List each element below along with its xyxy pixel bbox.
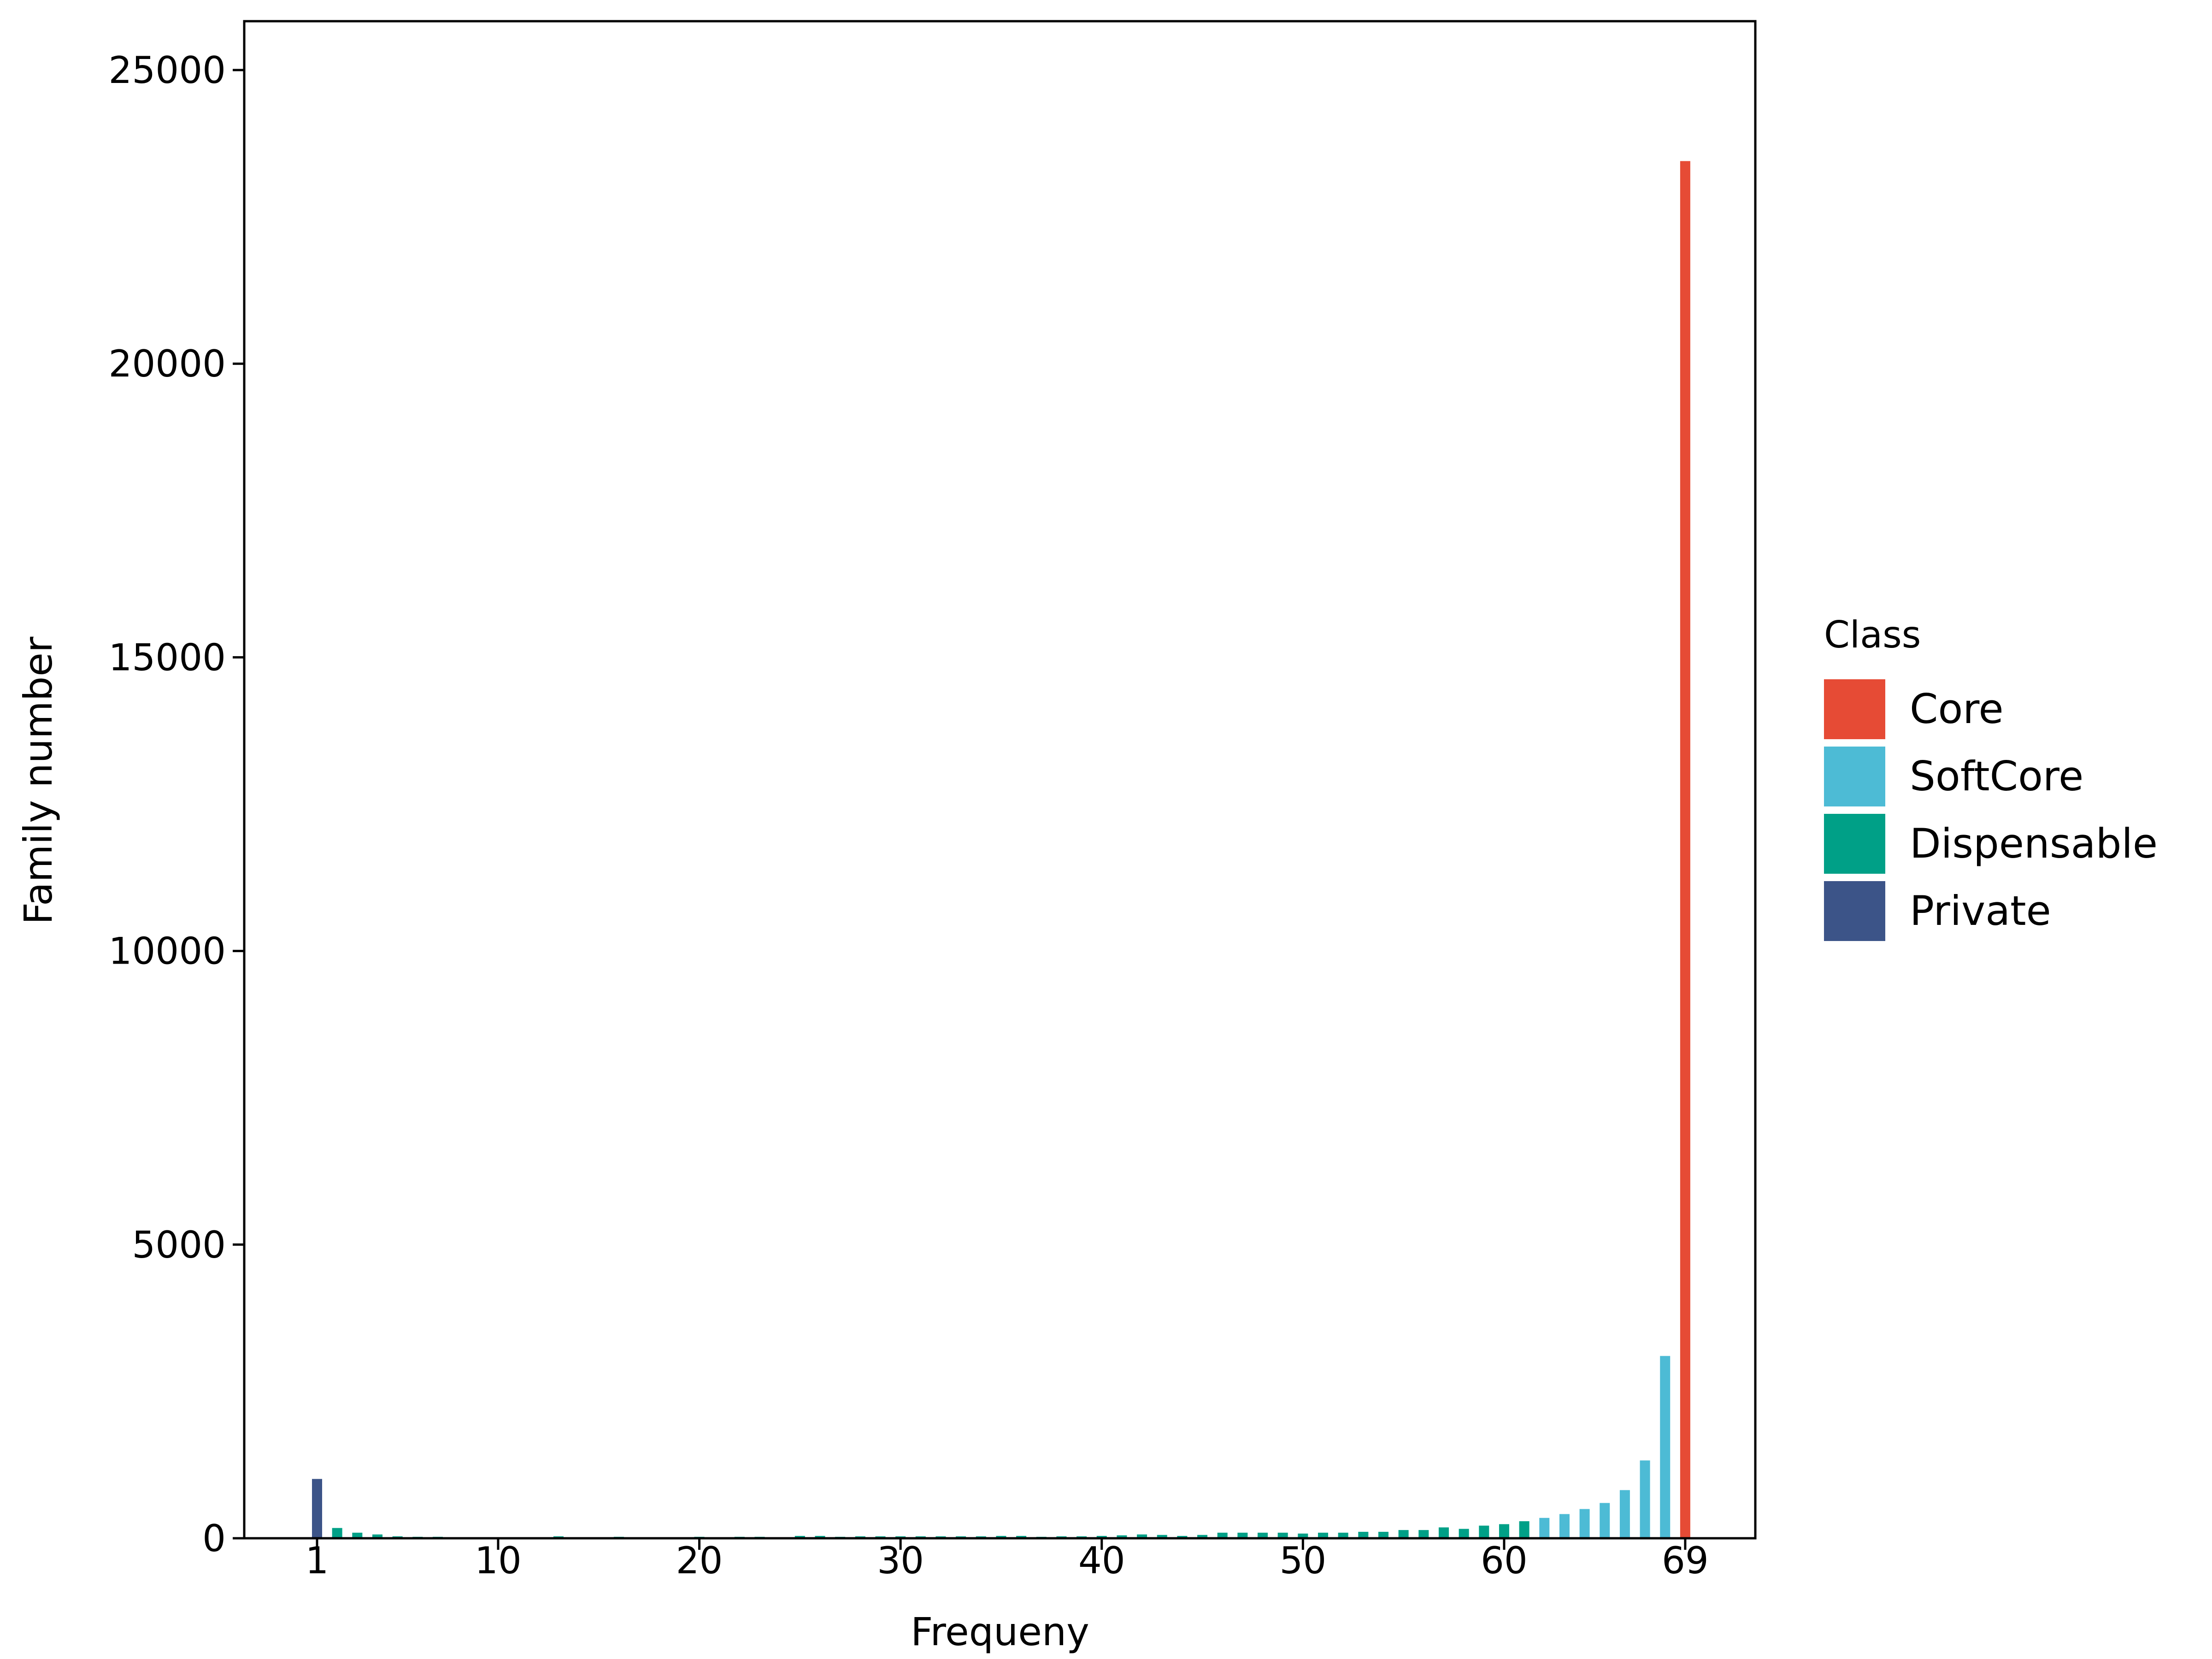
x-axis: 1 10 20 30 40 50 60 69: [306, 1538, 1709, 1582]
legend-key-dispensable: [1824, 814, 1885, 874]
x-tick-label: 30: [877, 1539, 924, 1582]
bar-44: [1177, 1535, 1188, 1538]
y-axis: 0 5000 10000 15000 20000 25000: [109, 49, 244, 1560]
bar-52: [1338, 1532, 1348, 1538]
bar-55: [1398, 1530, 1409, 1538]
bar-50: [1298, 1533, 1308, 1538]
bar-40: [1096, 1535, 1107, 1538]
legend-label: Private: [1910, 887, 2051, 935]
y-tick-label: 20000: [109, 342, 226, 385]
bar-61: [1519, 1521, 1530, 1538]
bar-66: [1619, 1490, 1630, 1538]
bar-68: [1660, 1356, 1671, 1538]
legend: Class Core SoftCore Dispensable Private: [1824, 613, 2158, 941]
x-tick-label: 69: [1662, 1539, 1709, 1582]
y-tick-label: 15000: [109, 636, 226, 679]
y-axis-title: Family number: [16, 636, 61, 924]
y-tick-label: 25000: [109, 49, 226, 92]
x-tick-label: 20: [676, 1539, 723, 1582]
legend-label: Dispensable: [1910, 820, 2158, 867]
bar-35: [996, 1535, 1006, 1538]
bar-3: [352, 1532, 363, 1538]
bar-47: [1237, 1532, 1248, 1538]
bar-41: [1117, 1535, 1127, 1538]
bar-57: [1438, 1527, 1449, 1538]
bar-63: [1559, 1514, 1570, 1538]
bar-25: [794, 1535, 805, 1538]
bar-36: [1016, 1535, 1027, 1538]
bar-56: [1418, 1530, 1429, 1538]
bar-59: [1479, 1525, 1489, 1538]
bar-45: [1197, 1535, 1208, 1538]
bar-4: [372, 1534, 382, 1538]
x-tick-label: 60: [1481, 1539, 1528, 1582]
bar-62: [1539, 1518, 1550, 1538]
bar-1: [312, 1479, 322, 1538]
x-tick-label: 40: [1078, 1539, 1125, 1582]
legend-label: Core: [1910, 685, 2004, 733]
bar-51: [1318, 1532, 1328, 1538]
bar-60: [1499, 1524, 1509, 1538]
legend-key-softcore: [1824, 747, 1885, 806]
bar-67: [1640, 1460, 1650, 1538]
plot-frame: [243, 20, 1757, 1540]
bar-64: [1579, 1509, 1590, 1538]
x-axis-title: Frequeny: [911, 1609, 1089, 1654]
legend-label: SoftCore: [1910, 753, 2083, 800]
legend-key-core: [1824, 679, 1885, 739]
bar-26: [815, 1535, 825, 1538]
y-tick-label: 5000: [132, 1224, 226, 1266]
bar-42: [1137, 1534, 1147, 1538]
bar-48: [1258, 1532, 1268, 1538]
bar-58: [1459, 1529, 1469, 1538]
y-tick-label: 0: [202, 1517, 226, 1560]
bar-46: [1217, 1532, 1228, 1538]
legend-title: Class: [1824, 613, 1921, 656]
bar-54: [1378, 1531, 1388, 1538]
x-tick-label: 50: [1279, 1539, 1326, 1582]
bar-49: [1277, 1532, 1288, 1538]
bar-43: [1157, 1535, 1167, 1538]
x-tick-label: 10: [475, 1539, 522, 1582]
legend-key-private: [1824, 881, 1885, 941]
bar-65: [1600, 1503, 1610, 1538]
x-tick-label: 1: [306, 1539, 329, 1582]
y-tick-label: 10000: [109, 930, 226, 973]
bar-69: [1680, 161, 1690, 1539]
bar-53: [1358, 1531, 1369, 1538]
bar-2: [332, 1528, 342, 1538]
bars: [312, 161, 1690, 1539]
